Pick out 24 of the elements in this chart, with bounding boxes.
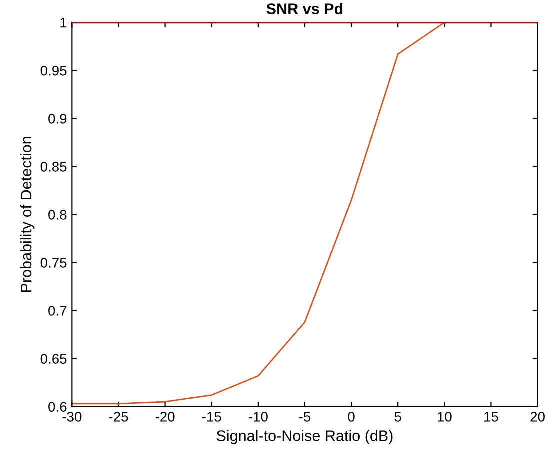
y-tick-label: 0.9 [48,114,67,124]
x-tick-label: -15 [202,412,222,422]
x-tick-label: -20 [156,412,175,422]
x-tick-label: 15 [484,412,498,422]
x-tick-label: 20 [530,412,545,422]
chart-title: SNR vs Pd [266,3,343,14]
y-tick-label: 0.7 [48,306,67,316]
x-tick-label: -5 [299,412,311,422]
y-tick-label: 0.75 [40,258,67,268]
y-tick-label: 0.8 [48,210,67,220]
y-tick-label: 0.65 [40,354,67,364]
y-tick-label: 1 [60,18,67,28]
y-axis-title: Probability of Detection [20,137,35,292]
x-tick-label: 10 [438,412,452,422]
x-tick-label: -10 [249,412,268,422]
x-tick-label: 0 [348,412,355,422]
line-series [72,22,446,405]
x-tick-label: -30 [62,412,82,422]
x-tick-label: 5 [394,412,402,422]
y-tick-label: 0.85 [40,162,67,172]
y-tick-label: 0.95 [40,66,67,76]
x-tick-label: -25 [109,412,128,422]
x-axis-title: Signal-to-Noise Ratio (dB) [216,430,393,444]
y-tick-label: 0.6 [48,402,67,412]
